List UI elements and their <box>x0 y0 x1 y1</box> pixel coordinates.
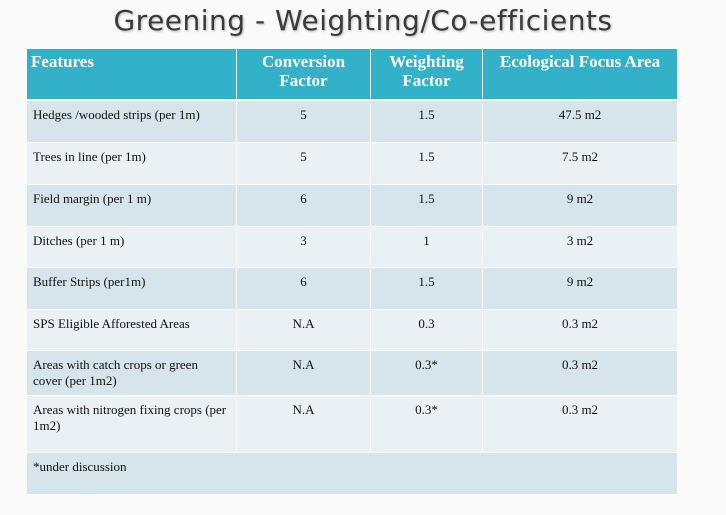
feature-cell: Hedges /wooded strips (per 1m) <box>27 101 237 143</box>
table-header-row: Features Conversion Factor Weighting Fac… <box>27 49 677 101</box>
feature-cell: Trees in line (per 1m) <box>27 143 237 185</box>
efa-cell: 0.3 m2 <box>483 351 677 396</box>
efa-cell: 47.5 m2 <box>483 101 677 143</box>
footnote: *under discussion <box>27 453 677 495</box>
conversion-factor-cell: 6 <box>237 185 371 227</box>
weighting-factor-cell: 1 <box>371 227 483 268</box>
weighting-factor-cell: 0.3 <box>371 310 483 351</box>
conversion-factor-cell: N.A <box>237 351 371 396</box>
weighting-factor-cell: 0.3* <box>371 351 483 396</box>
feature-cell: Field margin (per 1 m) <box>27 185 237 227</box>
weighting-factor-cell: 1.5 <box>371 268 483 310</box>
feature-cell: Ditches (per 1 m) <box>27 227 237 268</box>
conversion-factor-cell: N.A <box>237 310 371 351</box>
slide-title: Greening - Weighting/Co-efficients <box>113 4 613 37</box>
weighting-factor-cell: 1.5 <box>371 101 483 143</box>
feature-cell: Buffer Strips (per1m) <box>27 268 237 310</box>
weighting-factor-cell: 0.3* <box>371 396 483 453</box>
conversion-factor-cell: 5 <box>237 101 371 143</box>
header-ecological-focus-area: Ecological Focus Area <box>483 49 677 101</box>
conversion-factor-cell: 6 <box>237 268 371 310</box>
weighting-table: Features Conversion Factor Weighting Fac… <box>27 49 677 495</box>
footnote-row: *under discussion <box>27 453 677 495</box>
header-features: Features <box>27 49 237 101</box>
efa-cell: 0.3 m2 <box>483 310 677 351</box>
efa-cell: 9 m2 <box>483 268 677 310</box>
efa-cell: 7.5 m2 <box>483 143 677 185</box>
conversion-factor-cell: 5 <box>237 143 371 185</box>
table-row: Hedges /wooded strips (per 1m) 5 1.5 47.5 m… <box>27 101 677 143</box>
efa-cell: 3 m2 <box>483 227 677 268</box>
table-row: SPS Eligible Afforested Areas N.A 0.3 0.3 m… <box>27 310 677 351</box>
weighting-factor-cell: 1.5 <box>371 143 483 185</box>
efa-cell: 9 m2 <box>483 185 677 227</box>
feature-cell: Areas with nitrogen fixing crops (per 1m… <box>27 396 237 453</box>
weighting-factor-cell: 1.5 <box>371 185 483 227</box>
efa-cell: 0.3 m2 <box>483 396 677 453</box>
table-row: Areas with nitrogen fixing crops (per 1m… <box>27 396 677 453</box>
table-row: Ditches (per 1 m) 3 1 3 m2 <box>27 227 677 268</box>
header-conversion-factor: Conversion Factor <box>237 49 371 101</box>
table-row: Buffer Strips (per1m) 6 1.5 9 m2 <box>27 268 677 310</box>
header-weighting-factor: Weighting Factor <box>371 49 483 101</box>
table-row: Areas with catch crops or green cover (p… <box>27 351 677 396</box>
table-row: Trees in line (per 1m) 5 1.5 7.5 m2 <box>27 143 677 185</box>
feature-cell: Areas with catch crops or green cover (p… <box>27 351 237 396</box>
feature-cell: SPS Eligible Afforested Areas <box>27 310 237 351</box>
conversion-factor-cell: N.A <box>237 396 371 453</box>
conversion-factor-cell: 3 <box>237 227 371 268</box>
table-row: Field margin (per 1 m) 6 1.5 9 m2 <box>27 185 677 227</box>
